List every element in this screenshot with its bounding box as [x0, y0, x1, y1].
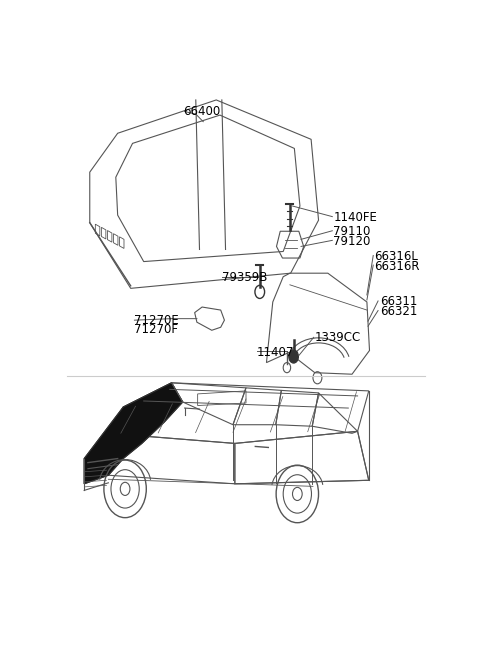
Text: 66311: 66311 [380, 295, 417, 308]
Polygon shape [84, 383, 183, 484]
Text: 66400: 66400 [183, 105, 220, 118]
Text: 66316R: 66316R [374, 260, 420, 273]
Circle shape [289, 350, 299, 363]
Text: 1339CC: 1339CC [315, 331, 361, 344]
Text: 66316L: 66316L [374, 250, 418, 263]
Text: 71270F: 71270F [134, 323, 179, 337]
Text: 11407: 11407 [257, 346, 295, 359]
Text: 1140FE: 1140FE [334, 211, 377, 224]
Text: 79120: 79120 [334, 235, 371, 248]
Text: 66321: 66321 [380, 305, 417, 318]
Text: 79359B: 79359B [222, 271, 267, 284]
Text: 71270E: 71270E [134, 314, 179, 327]
Text: 79110: 79110 [334, 225, 371, 238]
